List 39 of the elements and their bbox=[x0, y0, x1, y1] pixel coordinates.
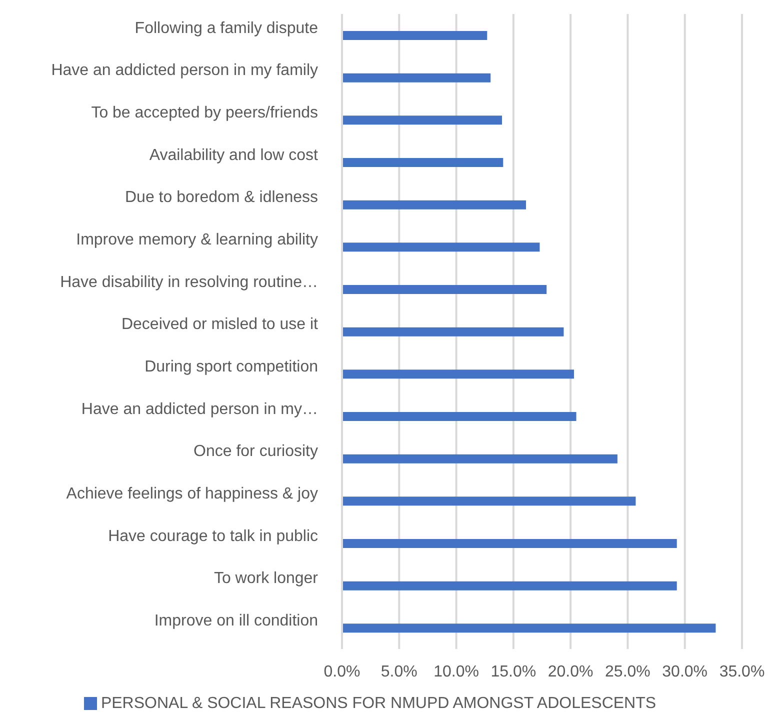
x-tick-label: 30.0% bbox=[662, 663, 708, 680]
x-tick-label: 5.0% bbox=[380, 663, 418, 680]
y-tick-label: Following a family dispute bbox=[134, 20, 318, 37]
bar bbox=[342, 539, 677, 548]
y-tick-label: To work longer bbox=[214, 570, 319, 588]
x-tick-label: 35.0% bbox=[719, 663, 765, 680]
bar bbox=[342, 581, 677, 590]
y-tick-label: Improve memory & learning ability bbox=[76, 232, 318, 249]
x-tick-label: 25.0% bbox=[605, 663, 650, 680]
y-tick-label: Have an addicted person in my… bbox=[81, 400, 318, 418]
x-tick-label: 20.0% bbox=[548, 663, 594, 680]
y-tick-label: Once for curiosity bbox=[194, 443, 318, 460]
bar bbox=[342, 370, 574, 379]
y-tick-label: Achieve feelings of happiness & joy bbox=[66, 486, 318, 503]
y-tick-label: Have an addicted person in my family bbox=[51, 62, 318, 80]
y-tick-label: To be accepted by peers/friends bbox=[91, 104, 318, 122]
y-tick-label: Availability and low cost bbox=[149, 146, 319, 164]
y-tick-label: During sport competition bbox=[144, 358, 318, 376]
bar bbox=[342, 285, 547, 294]
bar bbox=[342, 242, 540, 252]
y-tick-label: Deceived or misled to use it bbox=[121, 316, 319, 334]
y-tick-label: Improve on ill condition bbox=[154, 612, 318, 630]
bar bbox=[342, 158, 504, 167]
x-tick-label: 10.0% bbox=[434, 663, 479, 680]
bar bbox=[342, 200, 526, 210]
bar bbox=[342, 412, 576, 421]
bar bbox=[342, 624, 716, 633]
y-tick-label: Have courage to talk in public bbox=[108, 528, 318, 545]
bar bbox=[342, 454, 618, 464]
bar bbox=[342, 73, 491, 82]
legend-label: PERSONAL & SOCIAL REASONS FOR NMUPD AMONGST ADOLESCENTS bbox=[100, 695, 656, 712]
y-tick-label: Due to boredom & idleness bbox=[125, 189, 318, 206]
x-tick-label: 0.0% bbox=[324, 663, 360, 680]
bar bbox=[342, 116, 502, 125]
bar bbox=[342, 31, 488, 40]
y-tick-label: Have disability in resolving routine… bbox=[60, 274, 318, 291]
x-tick-label: 15.0% bbox=[490, 663, 536, 680]
bar bbox=[342, 327, 564, 336]
bar bbox=[342, 496, 636, 506]
